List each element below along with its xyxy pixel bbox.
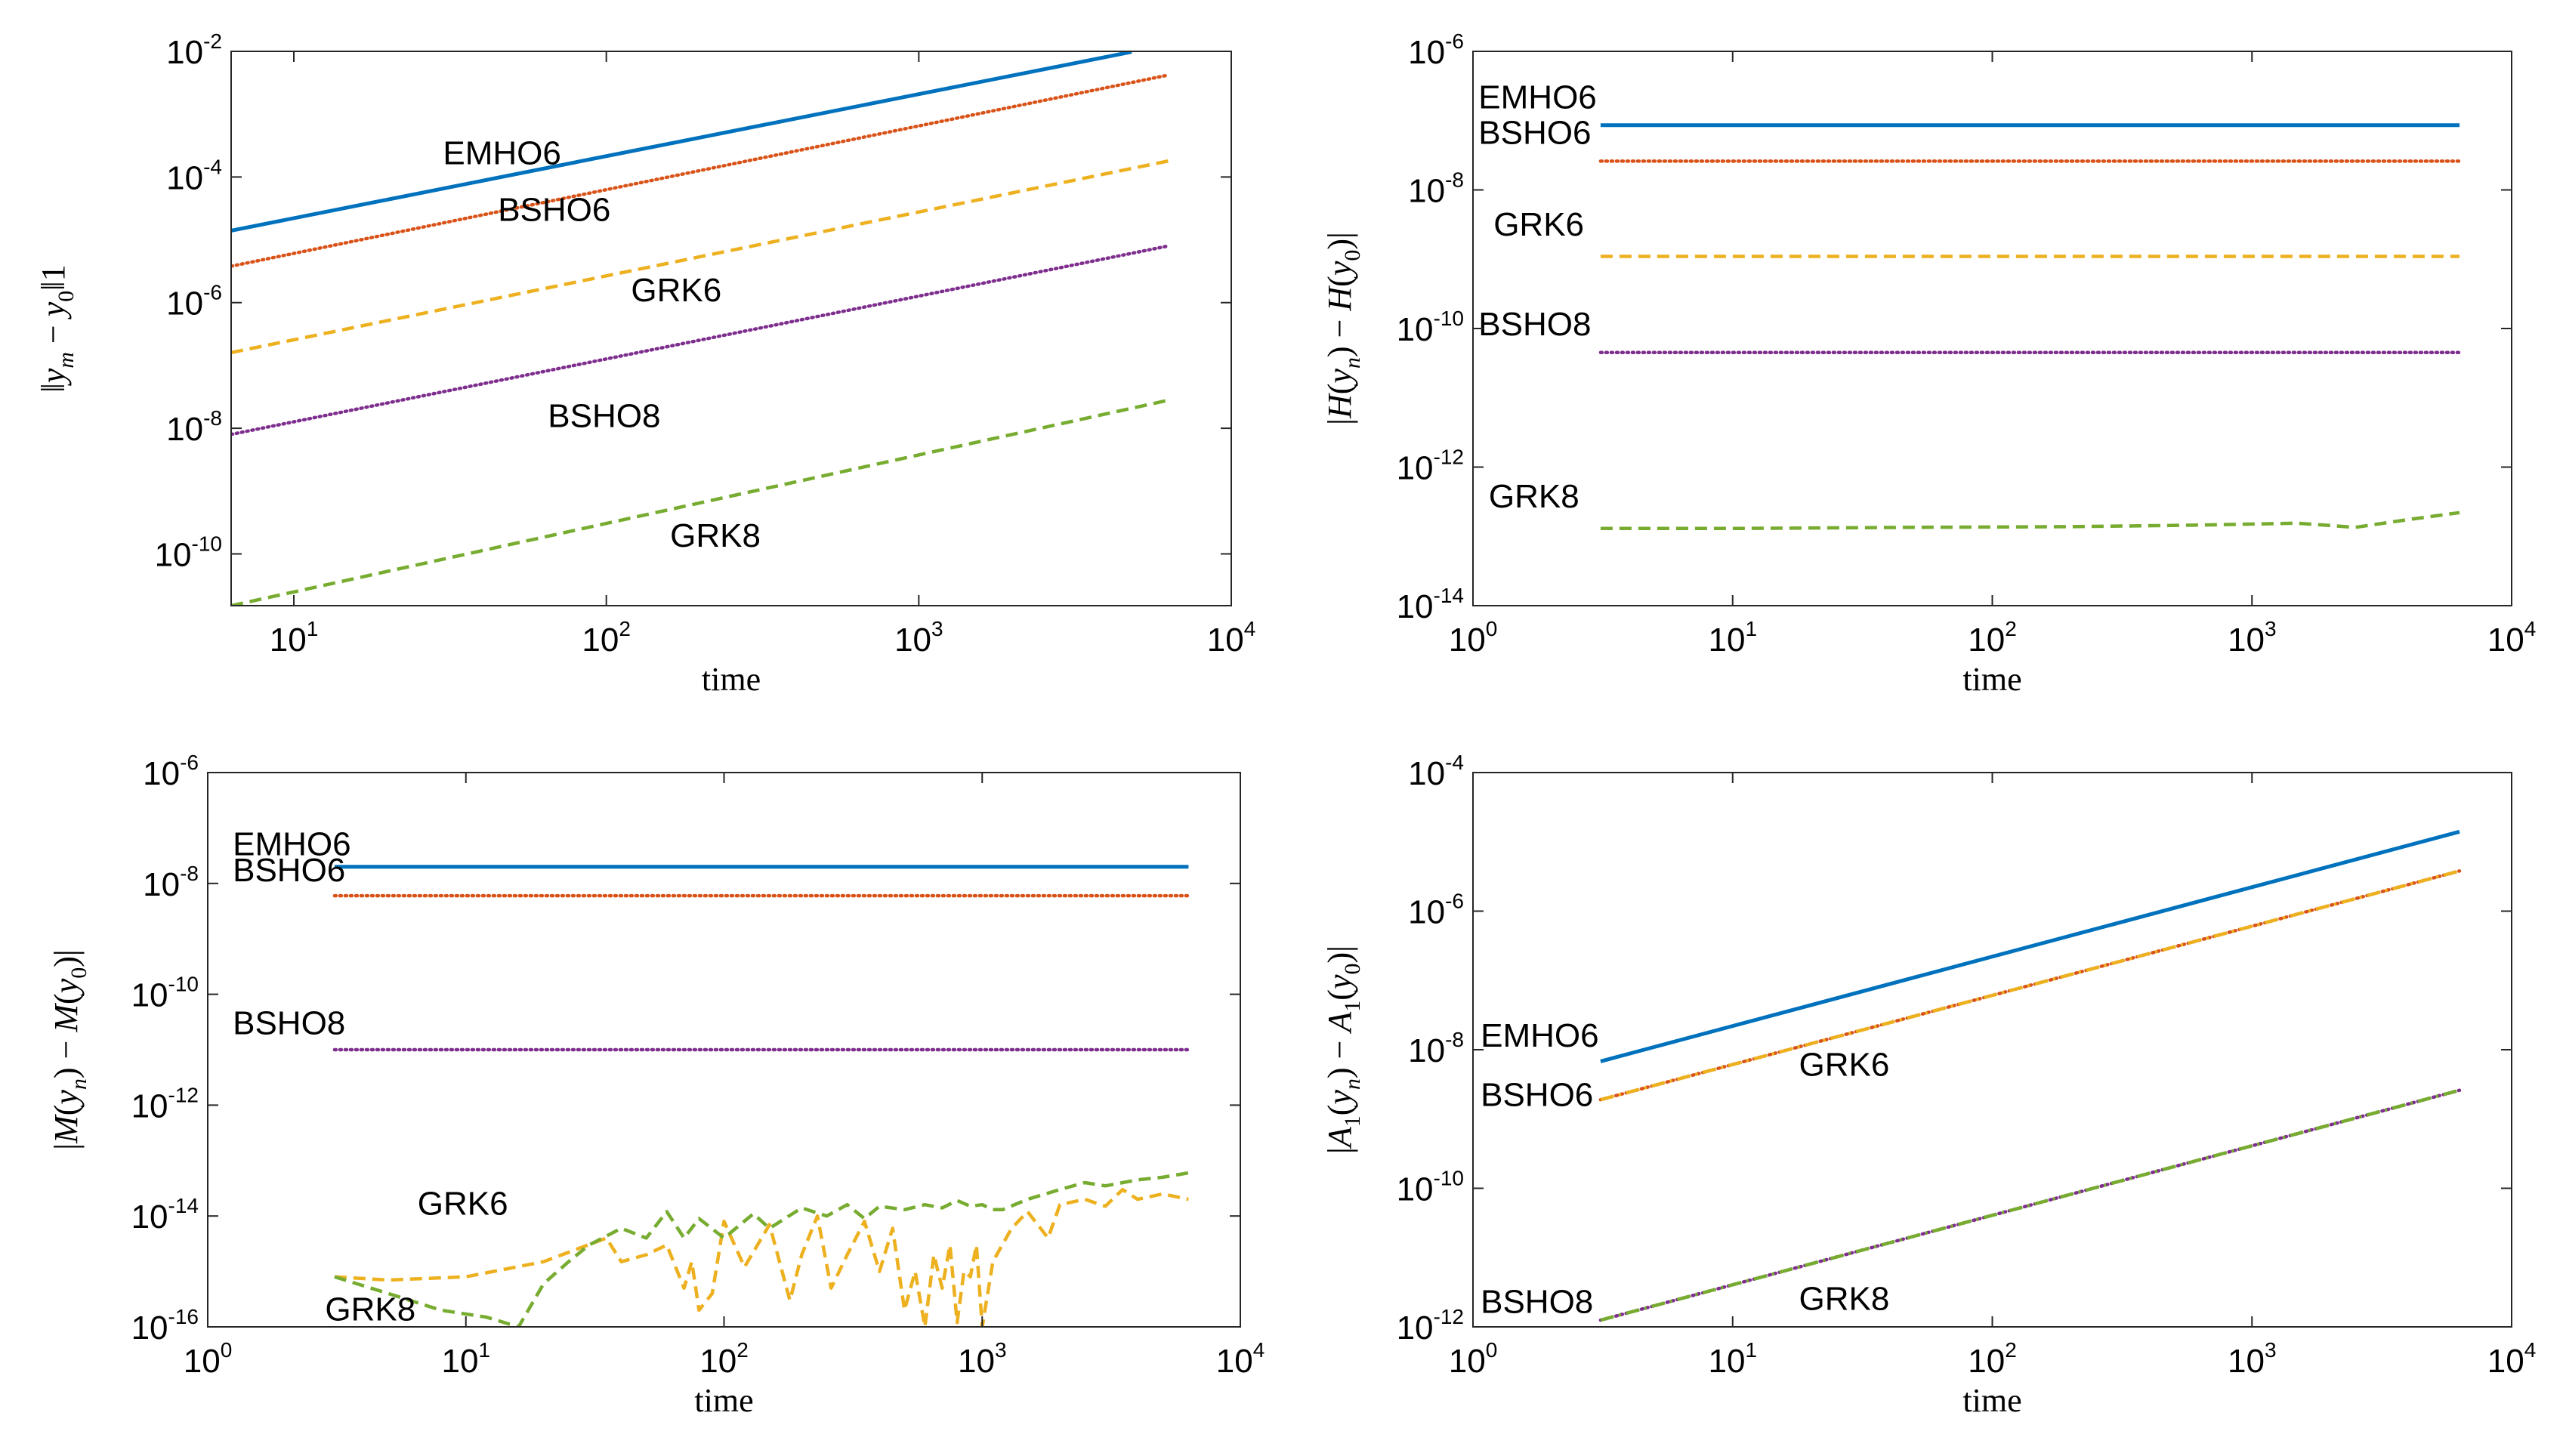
- y-tick-label: 10-8: [1408, 1028, 1464, 1069]
- ticks: [1472, 772, 2512, 1328]
- x-tick-label: 103: [894, 617, 943, 659]
- series-label-grk6: GRK6: [1799, 1047, 1890, 1084]
- x-tick-label: 104: [1216, 1338, 1265, 1380]
- y-axis-label: |A1(yn) − A1(y0)|: [1321, 945, 1365, 1154]
- y-tick-label: 10-6: [166, 281, 222, 322]
- y-axis-label: ‖ym − y0‖1: [35, 264, 79, 392]
- y-tick-label: 10-10: [155, 532, 222, 573]
- x-tick-label: 102: [699, 1338, 749, 1380]
- series-line-emho6: [1600, 829, 2460, 1063]
- series-label-grk8: GRK8: [325, 1291, 415, 1328]
- series-line-grk8: [1600, 511, 2460, 531]
- series-label-bsho6: BSHO6: [233, 852, 345, 889]
- y-tick-label: 10-4: [1408, 751, 1464, 792]
- chart-panel-4: EMHO6 BSHO6 GRK6 BSHO8 GRK8 100 101 102 103 104 10…: [1321, 751, 2536, 1419]
- x-tick-label: 103: [958, 1338, 1007, 1380]
- y-tick-label: 10-12: [1397, 446, 1464, 487]
- x-tick-label: 104: [2487, 1338, 2537, 1380]
- series-label-grk6: GRK6: [418, 1186, 508, 1223]
- y-tick-label: 10-8: [166, 406, 222, 448]
- x-tick-label: 101: [270, 617, 319, 659]
- x-tick-label: 103: [2228, 1338, 2277, 1380]
- x-axis-label: time: [694, 1382, 753, 1419]
- y-tick-label: 10-10: [1397, 1167, 1464, 1208]
- series-label-bsho6: BSHO6: [1481, 1076, 1593, 1113]
- series-label-grk8: GRK8: [670, 517, 761, 554]
- x-axis-label: time: [1962, 661, 2021, 698]
- axes-box: [207, 772, 1241, 1328]
- series-label-emho6: EMHO6: [443, 134, 560, 171]
- series-line-grk8: [334, 1171, 1189, 1327]
- plot-area: [332, 865, 1190, 1327]
- x-tick-label: 100: [1449, 1338, 1498, 1380]
- series-label-bsho8: BSHO8: [548, 397, 660, 434]
- axes-box: [1472, 772, 2512, 1328]
- axes-box: [1472, 51, 2512, 606]
- series-label-bsho8: BSHO8: [233, 1005, 345, 1042]
- series-label-bsho6: BSHO6: [498, 192, 610, 229]
- y-axis-label: |M(yn) − M(y0)|: [48, 949, 91, 1149]
- series-label-grk6: GRK6: [1493, 206, 1584, 243]
- plot-area: [1598, 123, 2462, 531]
- x-tick-label: 100: [184, 1338, 233, 1380]
- series-line-grk6: [334, 1187, 1189, 1327]
- x-tick-label: 102: [582, 617, 631, 659]
- plot-area: [231, 51, 1171, 606]
- x-axis-label: time: [702, 661, 761, 698]
- y-tick-label: 10-14: [1397, 584, 1464, 625]
- series-label-grk8: GRK8: [1489, 478, 1579, 515]
- series-line-grk8: [1600, 1088, 2460, 1322]
- y-tick-label: 10-6: [1408, 890, 1464, 931]
- y-tick-label: 10-6: [143, 751, 199, 792]
- y-tick-label: 10-6: [1408, 29, 1464, 71]
- series-line-grk6: [231, 159, 1169, 355]
- series-label-bsho8: BSHO8: [1478, 306, 1591, 343]
- x-tick-label: 104: [2487, 617, 2537, 659]
- x-tick-label: 101: [1708, 617, 1757, 659]
- series-label-emho6: EMHO6: [233, 826, 350, 863]
- x-tick-label: 101: [1708, 1338, 1757, 1380]
- series-label-emho6: EMHO6: [1481, 1017, 1598, 1054]
- x-tick-label: 103: [2228, 617, 2277, 659]
- series-label-bsho6: BSHO6: [1478, 115, 1591, 152]
- series-label-bsho8: BSHO8: [1481, 1283, 1593, 1320]
- plot-area: [1598, 829, 2462, 1322]
- series-label-grk6: GRK6: [631, 272, 721, 309]
- x-tick-label: 102: [1968, 617, 2017, 659]
- series-label-grk8: GRK8: [1799, 1281, 1890, 1318]
- x-tick-label: 104: [1207, 617, 1256, 659]
- y-tick-label: 10-8: [1408, 168, 1464, 210]
- axes-box: [230, 51, 1232, 606]
- x-tick-label: 101: [441, 1338, 490, 1380]
- x-axis-label: time: [1962, 1382, 2021, 1419]
- y-tick-label: 10-2: [166, 29, 222, 71]
- y-tick-label: 10-10: [131, 973, 199, 1014]
- series-line-bsho6: [231, 73, 1171, 268]
- y-axis-label: |H(yn) − H(y0)|: [1321, 232, 1365, 425]
- series-label-emho6: EMHO6: [1478, 79, 1596, 116]
- y-tick-label: 10-12: [1397, 1305, 1464, 1346]
- series-line-emho6: [231, 51, 1132, 233]
- ticks: [1472, 51, 2512, 606]
- y-tick-label: 10-12: [131, 1083, 199, 1124]
- series-line-bsho8: [231, 244, 1171, 436]
- y-tick-label: 10-14: [131, 1194, 199, 1235]
- y-tick-label: 10-8: [143, 862, 199, 903]
- y-tick-label: 10-4: [166, 155, 222, 196]
- y-tick-label: 10-16: [131, 1305, 199, 1346]
- y-tick-label: 10-10: [1397, 307, 1464, 348]
- series-line-grk6: [1600, 869, 2460, 1102]
- chart-panel-1: EMHO6 BSHO6 GRK6 BSHO8 GRK8 101 102 103 104 10-2 1…: [35, 29, 1255, 698]
- series-line-grk8: [231, 398, 1169, 606]
- x-tick-label: 100: [1449, 617, 1498, 659]
- x-tick-label: 102: [1968, 1338, 2017, 1380]
